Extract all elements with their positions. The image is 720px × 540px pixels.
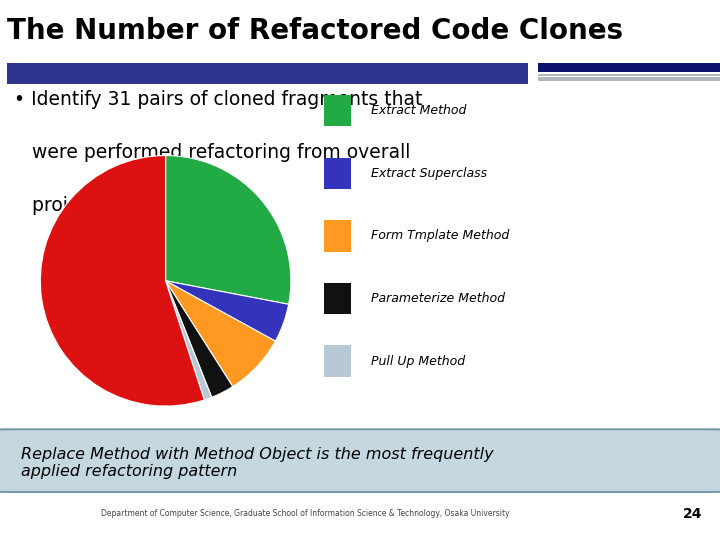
Text: Extract Superclass: Extract Superclass bbox=[371, 167, 487, 180]
Bar bbox=[324, 158, 351, 189]
Wedge shape bbox=[40, 156, 204, 406]
Bar bbox=[324, 95, 351, 126]
Bar bbox=[539, 79, 720, 81]
Wedge shape bbox=[166, 281, 289, 341]
Text: projects: projects bbox=[14, 196, 107, 215]
Text: were performed refactoring from overall: were performed refactoring from overall bbox=[14, 143, 410, 162]
Text: Extract Method: Extract Method bbox=[371, 104, 466, 117]
Bar bbox=[324, 346, 351, 377]
Text: Pull Up Method: Pull Up Method bbox=[371, 355, 465, 368]
Text: Form Tmplate Method: Form Tmplate Method bbox=[371, 230, 509, 242]
Bar bbox=[324, 220, 351, 252]
Text: Parameterize Method: Parameterize Method bbox=[371, 292, 505, 305]
Wedge shape bbox=[166, 156, 291, 304]
Wedge shape bbox=[166, 281, 212, 400]
Text: 24: 24 bbox=[683, 507, 702, 521]
Bar bbox=[324, 283, 351, 314]
Wedge shape bbox=[166, 281, 275, 387]
Bar bbox=[7, 63, 528, 84]
Text: Replace Method with Method Object is the most frequently
applied refactoring pat: Replace Method with Method Object is the… bbox=[22, 447, 494, 479]
Bar bbox=[539, 74, 720, 76]
Bar bbox=[539, 77, 720, 78]
Text: The Number of Refactored Code Clones: The Number of Refactored Code Clones bbox=[7, 17, 624, 45]
Text: • Identify 31 pairs of cloned fragments that: • Identify 31 pairs of cloned fragments … bbox=[14, 90, 423, 109]
Text: Department of Computer Science, Graduate School of Information Science & Technol: Department of Computer Science, Graduate… bbox=[101, 509, 510, 518]
FancyBboxPatch shape bbox=[0, 429, 720, 492]
Wedge shape bbox=[166, 281, 233, 397]
Bar bbox=[539, 63, 720, 72]
